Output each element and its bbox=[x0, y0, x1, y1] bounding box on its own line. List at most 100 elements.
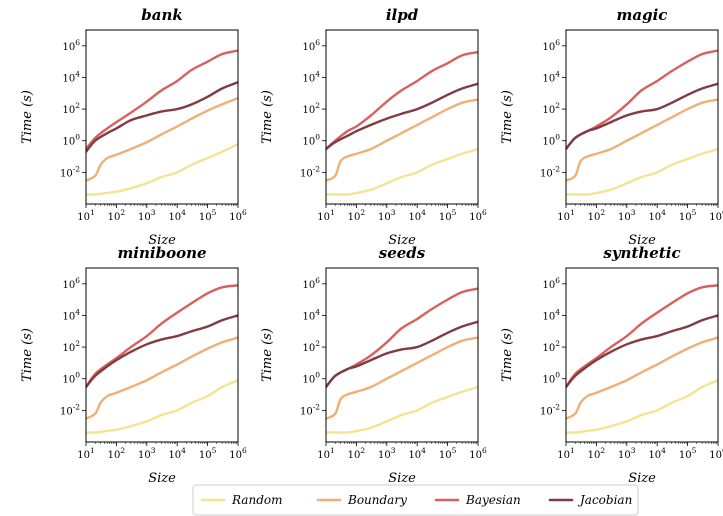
x-tick-label: 101 bbox=[317, 208, 335, 223]
series-bayesian-line bbox=[326, 50, 478, 151]
series-boundary-line bbox=[326, 336, 478, 420]
x-axis-label: Size bbox=[388, 471, 416, 486]
x-axis-label: Size bbox=[628, 233, 656, 248]
y-tick-label: 104 bbox=[62, 307, 80, 322]
y-tick-label: 10-2 bbox=[300, 164, 320, 179]
x-tick-label: 102 bbox=[588, 208, 606, 223]
x-tick-label: 104 bbox=[168, 446, 186, 461]
y-axis-label: Time (s) bbox=[260, 328, 275, 382]
y-tick-label: 106 bbox=[62, 276, 80, 291]
y-tick-label: 100 bbox=[542, 371, 560, 386]
x-axis-label: Size bbox=[388, 233, 416, 248]
x-tick-label: 104 bbox=[648, 446, 666, 461]
panel-bank: 101 102 103 104 105 106 10-2 100 102 104 106 bank Si… bbox=[20, 6, 247, 248]
x-tick-label: 104 bbox=[408, 208, 426, 223]
legend-item-random: Random bbox=[200, 493, 282, 507]
y-tick-label: 10-2 bbox=[60, 164, 80, 179]
x-axis-label: Size bbox=[628, 471, 656, 486]
legend-label: Jacobian bbox=[577, 493, 632, 507]
panel-title: magic bbox=[617, 6, 668, 24]
panel-title: ilpd bbox=[386, 6, 419, 24]
panel-seeds: 101 102 103 104 105 106 10-2 100 102 104 106 seeds S… bbox=[260, 244, 487, 486]
panel-title: miniboone bbox=[117, 244, 206, 262]
y-tick-label: 102 bbox=[62, 339, 80, 354]
y-tick-label: 106 bbox=[542, 38, 560, 53]
x-tick-label: 105 bbox=[679, 446, 697, 461]
series-boundary-line bbox=[566, 336, 718, 420]
y-tick-label: 104 bbox=[542, 307, 560, 322]
y-axis-label: Time (s) bbox=[20, 90, 35, 144]
series-jacobian-line bbox=[326, 82, 478, 151]
y-tick-label: 10-2 bbox=[300, 402, 320, 417]
series-boundary-line bbox=[86, 96, 238, 182]
axes-frame bbox=[565, 29, 719, 205]
x-tick-label: 103 bbox=[378, 446, 396, 461]
y-tick-label: 10-2 bbox=[540, 164, 560, 179]
y-tick-label: 100 bbox=[302, 133, 320, 148]
y-tick-label: 100 bbox=[62, 371, 80, 386]
axes-frame bbox=[325, 29, 479, 205]
x-tick-label: 103 bbox=[618, 208, 636, 223]
y-tick-label: 106 bbox=[302, 276, 320, 291]
panel-ilpd: 101 102 103 104 105 106 10-2 100 102 104 106 ilpd Si… bbox=[260, 6, 487, 248]
x-tick-label: 103 bbox=[138, 208, 156, 223]
x-tick-label: 106 bbox=[229, 446, 247, 461]
x-tick-label: 104 bbox=[168, 208, 186, 223]
x-axis-label: Size bbox=[148, 471, 176, 486]
x-tick-label: 101 bbox=[557, 208, 575, 223]
x-tick-label: 105 bbox=[439, 446, 457, 461]
y-tick-label: 102 bbox=[542, 101, 560, 116]
y-axis-label: Time (s) bbox=[500, 328, 515, 382]
y-axis-label: Time (s) bbox=[500, 90, 515, 144]
x-tick-label: 101 bbox=[77, 208, 95, 223]
x-tick-label: 103 bbox=[378, 208, 396, 223]
series-bayesian-line bbox=[86, 284, 238, 389]
x-tick-label: 104 bbox=[648, 208, 666, 223]
y-tick-label: 106 bbox=[302, 38, 320, 53]
x-tick-label: 102 bbox=[348, 446, 366, 461]
x-tick-label: 102 bbox=[348, 208, 366, 223]
series-random-line bbox=[566, 379, 718, 434]
y-axis-label: Time (s) bbox=[260, 90, 275, 144]
x-axis-label: Size bbox=[148, 233, 176, 248]
x-tick-label: 105 bbox=[199, 446, 217, 461]
panel-magic: 101 102 103 104 105 106 10-2 100 102 104 106 magic S… bbox=[500, 6, 723, 248]
x-tick-label: 102 bbox=[588, 446, 606, 461]
legend: Random Boundary Bayesian Jacobian bbox=[192, 484, 639, 516]
x-tick-label: 102 bbox=[108, 446, 126, 461]
series-jacobian-line bbox=[86, 81, 238, 153]
axes-frame bbox=[85, 29, 239, 205]
x-tick-label: 105 bbox=[679, 208, 697, 223]
y-tick-label: 100 bbox=[542, 133, 560, 148]
x-tick-label: 101 bbox=[317, 446, 335, 461]
series-boundary-line bbox=[86, 336, 238, 420]
y-tick-label: 10-2 bbox=[60, 402, 80, 417]
legend-label: Random bbox=[231, 493, 282, 507]
x-tick-label: 106 bbox=[469, 446, 487, 461]
x-tick-label: 102 bbox=[108, 208, 126, 223]
y-tick-label: 102 bbox=[302, 101, 320, 116]
y-tick-label: 104 bbox=[302, 307, 320, 322]
x-tick-label: 106 bbox=[709, 446, 723, 461]
y-tick-label: 104 bbox=[302, 69, 320, 84]
series-bayesian-line bbox=[86, 49, 238, 151]
panel-title: seeds bbox=[379, 244, 426, 262]
series-bayesian-line bbox=[566, 284, 718, 389]
legend-item-bayesian: Bayesian bbox=[434, 493, 521, 507]
series-jacobian-line bbox=[566, 314, 718, 389]
y-tick-label: 106 bbox=[542, 276, 560, 291]
series-jacobian-line bbox=[566, 82, 718, 151]
panel-miniboone: 101 102 103 104 105 106 10-2 100 102 104 106 minibo… bbox=[20, 244, 247, 486]
axes-frame bbox=[325, 267, 479, 443]
panel-title: bank bbox=[141, 6, 183, 24]
y-tick-label: 102 bbox=[542, 339, 560, 354]
series-random-line bbox=[86, 379, 238, 434]
x-tick-label: 105 bbox=[439, 208, 457, 223]
x-tick-label: 103 bbox=[138, 446, 156, 461]
y-tick-label: 102 bbox=[302, 339, 320, 354]
series-jacobian-line bbox=[326, 320, 478, 389]
series-random-line bbox=[86, 143, 238, 196]
x-tick-label: 105 bbox=[199, 208, 217, 223]
y-tick-label: 102 bbox=[62, 101, 80, 116]
